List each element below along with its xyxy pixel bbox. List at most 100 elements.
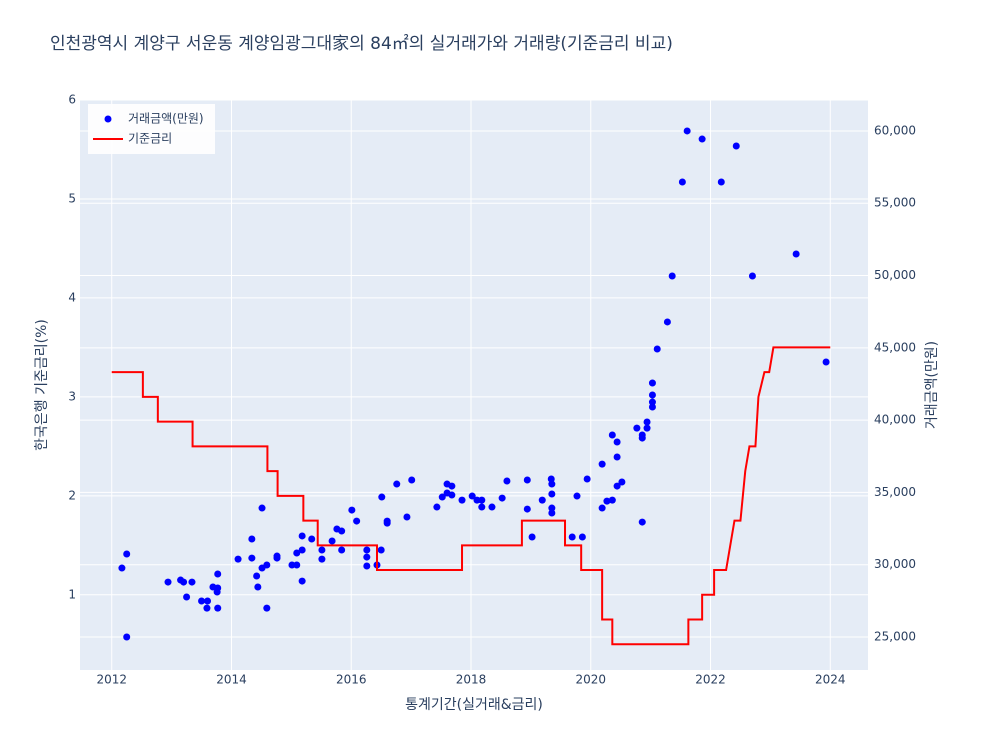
legend-label: 거래금액(만원) <box>128 112 204 126</box>
scatter-point <box>123 550 131 558</box>
scatter-point <box>298 577 306 585</box>
scatter-point <box>164 578 172 586</box>
scatter-point <box>403 513 411 521</box>
scatter-point <box>293 549 301 557</box>
scatter-point <box>328 537 336 545</box>
scatter-point <box>717 178 725 186</box>
legend-label: 기준금리 <box>128 132 172 146</box>
scatter-point <box>668 272 676 280</box>
scatter-point <box>732 142 740 150</box>
scatter-point <box>598 504 606 512</box>
scatter-point <box>488 503 496 511</box>
rate-line <box>111 346 831 646</box>
legend-symbol <box>104 115 112 123</box>
scatter-point <box>338 546 346 554</box>
scatter-point <box>448 491 456 499</box>
scatter-point <box>503 477 511 485</box>
plot-area <box>80 100 868 670</box>
scatter-point <box>438 493 446 501</box>
y-tick-label: 4 <box>68 290 76 304</box>
scatter-point <box>183 593 191 601</box>
scatter-point <box>583 475 591 483</box>
scatter-point <box>548 490 556 498</box>
scatter-point <box>214 570 222 578</box>
scatter-point <box>378 493 386 501</box>
x-tick-label: 2022 <box>695 673 726 687</box>
scatter-point <box>648 403 656 411</box>
scatter-point <box>263 604 271 612</box>
scatter-point <box>638 518 646 526</box>
scatter-point <box>618 478 626 486</box>
scatter-point <box>288 561 296 569</box>
chart-title: 인천광역시 계양구 서운동 계양임광그대家의 84㎡의 실거래가와 거래량(기준… <box>50 34 673 54</box>
scatter-point <box>318 555 326 563</box>
scatter-point <box>203 604 211 612</box>
scatter-point <box>263 561 271 569</box>
scatter-point <box>613 482 621 490</box>
y2-tick-label: 50,000 <box>874 268 916 282</box>
scatter-point <box>458 496 466 504</box>
scatter-point <box>363 562 371 570</box>
x-tick-label: 2016 <box>336 673 367 687</box>
scatter-point <box>188 578 196 586</box>
y2-tick-label: 40,000 <box>874 413 916 427</box>
y-tick-label: 3 <box>68 389 76 403</box>
scatter-point <box>204 597 212 605</box>
x-tick-label: 2012 <box>96 673 127 687</box>
scatter-point <box>214 584 222 592</box>
scatter-point <box>254 583 262 591</box>
scatter-point <box>298 532 306 540</box>
scatter-point <box>523 476 531 484</box>
scatter-point <box>598 460 606 468</box>
scatter-point <box>433 503 441 511</box>
scatter-point <box>478 503 486 511</box>
scatter-point <box>214 604 222 612</box>
scatter-point <box>653 345 661 353</box>
scatter-point <box>613 438 621 446</box>
scatter-point <box>638 434 646 442</box>
scatter-point <box>792 250 800 258</box>
scatter-point <box>608 431 616 439</box>
scatter-point <box>603 497 611 505</box>
scatter-point <box>298 546 306 554</box>
scatter-point <box>578 533 586 541</box>
y2-tick-label: 55,000 <box>874 196 916 210</box>
scatter-point <box>748 272 756 280</box>
scatter-point <box>234 555 242 563</box>
scatter-point <box>478 496 486 504</box>
scatter-point <box>643 418 651 426</box>
scatter-point <box>123 633 131 641</box>
scatter-point <box>348 506 356 514</box>
x-tick-label: 2024 <box>815 673 846 687</box>
scatter-point <box>293 561 301 569</box>
y-tick-label: 2 <box>68 488 76 502</box>
scatter-point <box>573 492 581 500</box>
scatter-point <box>363 546 371 554</box>
scatter-point <box>648 379 656 387</box>
y-tick-label: 1 <box>68 587 76 601</box>
scatter-point <box>448 482 456 490</box>
scatter-point <box>643 424 651 432</box>
x-tick-label: 2018 <box>456 673 487 687</box>
scatter-point <box>613 453 621 461</box>
scatter-point <box>258 504 266 512</box>
scatter-point <box>318 546 326 554</box>
x-tick-label: 2014 <box>216 673 247 687</box>
scatter-point <box>408 476 416 484</box>
scatter-point <box>383 519 391 527</box>
scatter-point <box>377 546 385 554</box>
y-axis-title: 한국은행 기준금리(%) <box>34 319 50 451</box>
scatter-point <box>548 480 556 488</box>
y2-tick-label: 30,000 <box>874 557 916 571</box>
y2-tick-label: 45,000 <box>874 340 916 354</box>
scatter-point <box>338 527 346 535</box>
y-tick-label: 6 <box>68 93 76 107</box>
scatter-point <box>523 505 531 513</box>
scatter-point <box>698 135 706 143</box>
scatter-point <box>253 572 261 580</box>
scatter-point <box>568 533 576 541</box>
scatter-point <box>248 554 256 562</box>
scatter-point <box>498 494 506 502</box>
scatter-point <box>678 178 686 186</box>
